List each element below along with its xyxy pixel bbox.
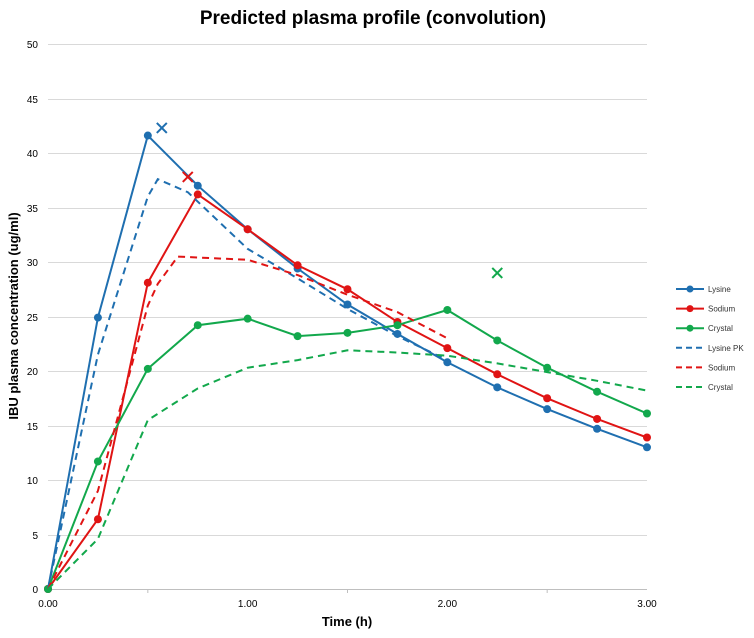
data-point [343,285,352,294]
y-tick-label: 15 [27,422,39,433]
data-point [143,278,152,287]
data-point [493,383,502,392]
series-line [47,255,448,590]
series-line [47,308,648,590]
x-marker [182,171,194,183]
data-point [593,414,602,423]
series-line [47,192,648,590]
x-markers [156,122,503,279]
legend-label: Lysine PK [708,344,744,353]
data-point [93,457,102,466]
data-point [543,405,552,414]
legend-entry: Crystal [676,324,733,333]
data-point [193,190,202,199]
legend-entry: Sodium [676,305,735,314]
x-tick-label: 2.00 [438,599,458,610]
series-layer [44,131,651,593]
series-line [47,133,648,590]
data-point [143,364,152,373]
data-point [443,344,452,353]
chart-title: Predicted plasma profile (convolution) [200,8,546,29]
x-axis-ticks: 0.00 1.00 2.00 3.00 [38,589,657,610]
x-axis-title: Time (h) [322,614,372,629]
legend-marker [686,285,694,293]
data-point [493,336,502,345]
data-point [93,313,102,322]
data-point [243,314,252,323]
data-point [243,225,252,234]
series-lysine-pk-dashed [47,177,448,590]
y-axis-ticks: 0 5 10 15 20 25 30 35 40 45 50 [27,40,39,596]
data-point [343,328,352,337]
legend-label: Crystal [708,383,733,392]
data-point [593,424,602,433]
data-point [643,433,651,442]
data-point [543,363,552,372]
data-point [193,181,202,190]
legend-entry: Lysine [676,285,731,294]
legend-label: Lysine [708,285,731,294]
legend-label: Sodium [708,305,735,314]
data-point [293,261,302,270]
x-tick-label: 1.00 [238,599,258,610]
y-tick-label: 35 [27,204,39,215]
series-line [47,349,648,590]
x-marker [156,122,168,134]
data-point [443,305,452,314]
x-tick-label: 0.00 [38,599,58,610]
data-point [143,131,152,140]
series-line [47,177,448,590]
y-tick-label: 5 [32,531,38,542]
legend-entry: Crystal [676,383,733,392]
data-point [293,332,302,341]
data-point [393,321,402,330]
legend: Lysine Sodium Crystal Lysine PK Sodium Crysta… [676,285,744,392]
y-tick-label: 50 [27,40,39,51]
data-point [193,321,202,330]
data-point [593,387,602,396]
y-tick-label: 25 [27,313,39,324]
legend-entry: Sodium [676,363,735,372]
y-tick-label: 20 [27,367,39,378]
y-axis-title: IBU plasma concentration (ug/ml) [6,212,21,419]
legend-entry: Lysine PK [676,344,744,353]
y-tick-label: 30 [27,258,39,269]
series-crystal-dashed [47,349,648,590]
series-lysine-solid [44,131,651,593]
data-point [643,409,651,418]
legend-marker [686,305,694,313]
data-point [543,394,552,403]
data-point [443,358,452,367]
legend-label: Crystal [708,324,733,333]
legend-marker [686,324,694,332]
series-crystal-solid [44,305,651,593]
x-marker [491,267,503,279]
series-sodium-dashed [47,255,448,590]
y-tick-label: 40 [27,149,39,160]
data-point [643,443,651,452]
x-tick-label: 3.00 [637,599,657,610]
legend-label: Sodium [708,363,735,372]
y-tick-label: 45 [27,95,39,106]
data-point [493,370,502,379]
y-tick-label: 0 [32,585,38,596]
y-tick-label: 10 [27,476,39,487]
data-point [93,515,102,524]
